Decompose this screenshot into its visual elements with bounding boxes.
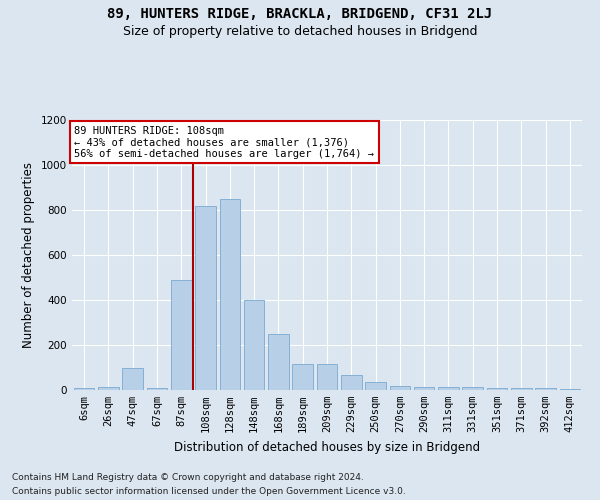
Bar <box>244 300 265 390</box>
Bar <box>414 386 434 390</box>
Bar <box>171 280 191 390</box>
Bar <box>220 198 240 390</box>
Bar <box>463 386 483 390</box>
Bar <box>195 206 216 390</box>
Text: Size of property relative to detached houses in Bridgend: Size of property relative to detached ho… <box>123 25 477 38</box>
Text: 89 HUNTERS RIDGE: 108sqm
← 43% of detached houses are smaller (1,376)
56% of sem: 89 HUNTERS RIDGE: 108sqm ← 43% of detach… <box>74 126 374 159</box>
Bar <box>98 386 119 390</box>
X-axis label: Distribution of detached houses by size in Bridgend: Distribution of detached houses by size … <box>174 440 480 454</box>
Bar <box>292 364 313 390</box>
Bar <box>365 382 386 390</box>
Text: Contains HM Land Registry data © Crown copyright and database right 2024.: Contains HM Land Registry data © Crown c… <box>12 474 364 482</box>
Bar <box>438 386 459 390</box>
Bar <box>341 376 362 390</box>
Y-axis label: Number of detached properties: Number of detached properties <box>22 162 35 348</box>
Bar <box>487 388 508 390</box>
Bar <box>317 364 337 390</box>
Bar <box>74 388 94 390</box>
Bar <box>389 386 410 390</box>
Text: Contains public sector information licensed under the Open Government Licence v3: Contains public sector information licen… <box>12 487 406 496</box>
Bar <box>268 334 289 390</box>
Text: 89, HUNTERS RIDGE, BRACKLA, BRIDGEND, CF31 2LJ: 89, HUNTERS RIDGE, BRACKLA, BRIDGEND, CF… <box>107 8 493 22</box>
Bar <box>146 388 167 390</box>
Bar <box>560 389 580 390</box>
Bar <box>122 368 143 390</box>
Bar <box>511 388 532 390</box>
Bar <box>535 388 556 390</box>
